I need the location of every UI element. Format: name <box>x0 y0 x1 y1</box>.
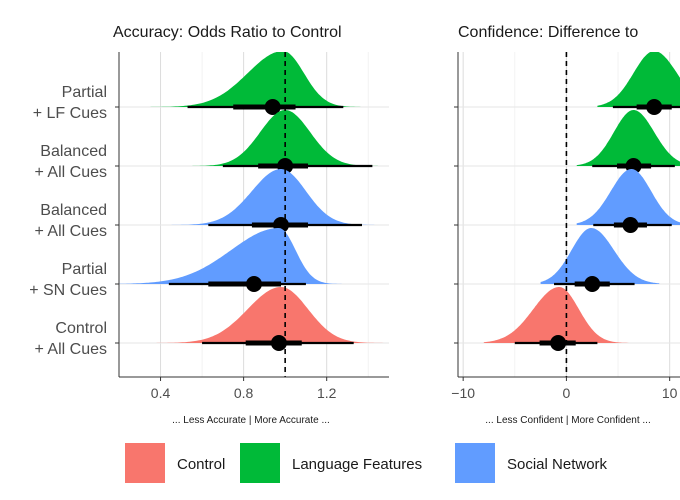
point-estimate-row-1 <box>646 99 663 115</box>
point-estimate-row-1 <box>264 99 281 115</box>
legend-label-social-network: Social Network <box>507 456 608 473</box>
x-tick-label: 1.2 <box>317 385 337 401</box>
point-estimate-row-5 <box>270 335 287 351</box>
point-estimate-row-3 <box>622 217 639 233</box>
y-tick-label-row-1: Partial + LF Cues <box>33 84 107 122</box>
right-x-axis-label: ... Less Confident | More Confident ... <box>485 415 650 426</box>
y-tick-label-row-5: Control + All Cues <box>35 320 107 358</box>
density-language-features-row-2 <box>576 110 680 166</box>
right-panel-title: Confidence: Difference to <box>458 24 638 41</box>
density-social-network-row-4 <box>540 228 660 284</box>
density-social-network-row-3 <box>170 169 389 225</box>
y-tick-label-row-4: Partial + SN Cues <box>29 261 107 299</box>
legend: Control Language Features Social Network <box>125 443 608 483</box>
y-tick-label-row-3: Balanced + All Cues <box>35 202 107 240</box>
x-tick-label: 0.4 <box>151 385 171 401</box>
accuracy-panel: 0.4 0.8 1.2 <box>115 52 389 401</box>
density-control-row-5 <box>139 287 389 343</box>
x-tick-label: 10 <box>662 385 678 401</box>
legend-swatch-social-network <box>455 443 495 483</box>
y-tick-label-row-2: Balanced + All Cues <box>35 143 107 181</box>
left-x-axis-label: ... Less Accurate | More Accurate ... <box>172 415 330 426</box>
legend-label-control: Control <box>177 456 225 473</box>
density-social-network-row-3 <box>576 169 680 225</box>
y-axis-labels: Partial + LF Cues Balanced + All Cues Balanc… <box>29 84 107 358</box>
point-estimate-row-4 <box>246 276 262 292</box>
density-control-row-5 <box>483 287 629 343</box>
left-panel-title: Accuracy: Odds Ratio to Control <box>113 24 342 41</box>
density-language-features-row-1 <box>129 52 389 107</box>
x-tick-label: −10 <box>451 385 475 401</box>
confidence-panel: −10 0 10 <box>451 52 680 401</box>
legend-swatch-control <box>125 443 165 483</box>
density-social-network-row-4 <box>119 228 348 284</box>
legend-swatch-language-features <box>240 443 280 483</box>
legend-label-language-features: Language Features <box>292 456 422 473</box>
point-estimate-row-5 <box>550 335 567 351</box>
density-language-features-row-1 <box>597 52 680 107</box>
point-estimate-row-4 <box>584 276 601 292</box>
x-tick-label: 0 <box>563 385 571 401</box>
x-tick-label: 0.8 <box>234 385 254 401</box>
